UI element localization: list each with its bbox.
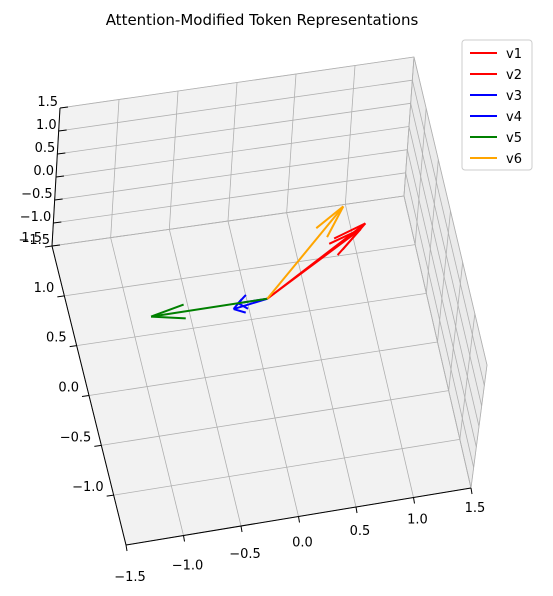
y-tick-label: 0.0 — [58, 381, 79, 396]
z-tick-label: −1.0 — [20, 210, 52, 225]
floor-grid-y — [101, 390, 449, 446]
floor-grid-y — [88, 341, 438, 396]
y-tick — [44, 245, 53, 248]
y-tick — [57, 295, 65, 298]
back-grid-z — [57, 102, 411, 155]
y-tick-label: 1.5 — [21, 231, 42, 246]
arrowhead-v2 — [336, 228, 362, 256]
back-grid-z — [58, 79, 413, 132]
x-tick-label: 1.0 — [407, 513, 428, 528]
y-tick-label: −1.0 — [72, 480, 104, 495]
x-tick — [355, 506, 358, 514]
y-tick-label: 0.5 — [46, 331, 67, 346]
z-tick-label: 0.5 — [35, 141, 56, 156]
floor-grid-y — [64, 244, 416, 297]
side-grid-z — [403, 195, 472, 489]
x-tick-label: −1.5 — [114, 570, 146, 585]
arrowhead-v5 — [151, 315, 186, 320]
arrow-v6 — [266, 205, 345, 300]
x-tick — [183, 535, 185, 542]
floor-grid-y — [76, 292, 427, 347]
z-tick — [59, 106, 69, 109]
arrowhead-v4 — [237, 302, 249, 310]
z-tick — [55, 175, 65, 178]
side-grid-z — [411, 80, 485, 386]
y-tick — [106, 494, 114, 497]
x-tick — [240, 525, 243, 533]
legend-label-v4: v4 — [506, 110, 522, 125]
x-tick — [125, 544, 128, 552]
z-tick — [58, 129, 67, 132]
arrowhead-v6 — [315, 205, 344, 229]
side-grid-z — [406, 149, 477, 448]
ticks: −1.5 −1.0 −0.5 0.0 0.5 1.0 1.5 −1.0 −0.5 0.0 0.5 1.… — [18, 95, 485, 585]
arrow-v2 — [266, 228, 362, 300]
floor-grid-y — [113, 438, 460, 496]
arrowhead-v1 — [333, 222, 366, 240]
arrowhead-v4 — [237, 294, 247, 304]
y-tick — [81, 395, 90, 397]
z-tick — [53, 221, 62, 224]
z-tick — [51, 244, 61, 247]
x-tick — [470, 487, 473, 495]
arrowhead-v2 — [328, 228, 362, 245]
side-grid-z — [410, 103, 483, 407]
legend: v1 v2 v3 v4 v5 v6 — [461, 39, 533, 171]
y-tick — [94, 444, 102, 447]
y-tick — [69, 345, 77, 348]
side-grid-z — [405, 172, 475, 468]
z-tick-label: −1.5 — [18, 233, 50, 248]
x-tick-label: 0.5 — [350, 524, 371, 539]
z-tick-label: −0.5 — [21, 187, 53, 202]
z-tick-label: 1.0 — [36, 118, 57, 133]
z-tick-label: 1.5 — [37, 95, 58, 110]
z-tick-label: 0.0 — [33, 164, 54, 179]
arrowhead-v6 — [326, 205, 345, 238]
legend-label-v2: v2 — [506, 68, 522, 83]
side-grid-z — [413, 56, 488, 366]
back-grid-z — [59, 56, 415, 109]
vector-arrows — [150, 205, 367, 320]
x-tick-label: −0.5 — [229, 547, 261, 562]
z-tick — [54, 198, 63, 201]
arrowhead-v3 — [233, 308, 247, 314]
back-grid-z — [55, 126, 410, 178]
side-grid-z — [408, 126, 480, 427]
legend-label-v1: v1 — [506, 47, 522, 62]
back-grid-z — [51, 195, 405, 247]
x-tick — [413, 497, 415, 504]
x-tick — [298, 516, 300, 523]
arrowhead-v5 — [150, 303, 184, 318]
legend-label-v3: v3 — [506, 89, 522, 104]
y-tick-label: −0.5 — [60, 430, 92, 445]
arrow-v5 — [150, 297, 268, 318]
legend-label-v6: v6 — [506, 152, 522, 167]
y-tick-label: 1.0 — [34, 281, 55, 296]
x-tick-label: 0.0 — [292, 536, 313, 551]
legend-label-v5: v5 — [506, 131, 522, 146]
back-grid-z — [53, 172, 406, 224]
x-tick-label: −1.0 — [172, 559, 204, 574]
chart-title: Attention-Modified Token Representations — [106, 11, 419, 29]
back-grid-z — [54, 149, 408, 201]
floor-pane — [51, 195, 472, 546]
z-tick — [57, 152, 66, 155]
x-tick-label: 1.5 — [465, 501, 486, 516]
